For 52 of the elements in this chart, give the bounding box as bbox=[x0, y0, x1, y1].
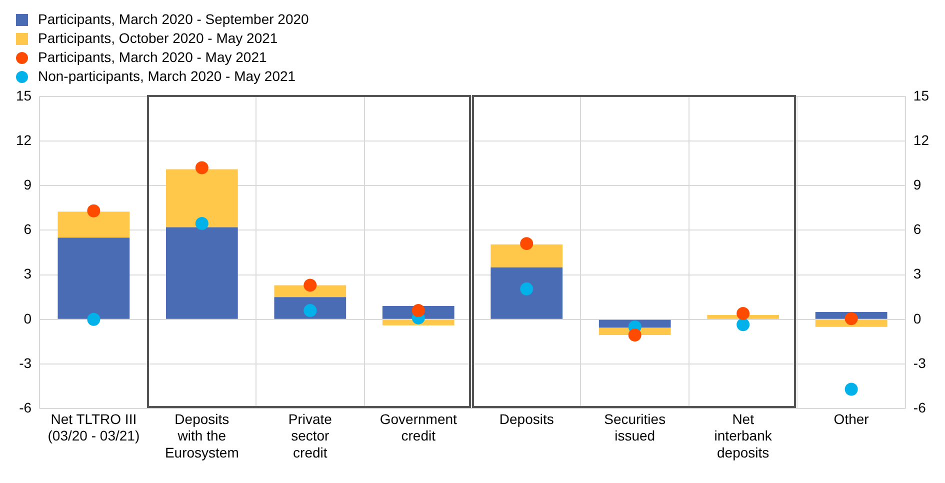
y-tick-label: 0 bbox=[24, 310, 32, 326]
y-tick-label: 9 bbox=[24, 176, 32, 192]
y2-tick-label: 6 bbox=[913, 221, 922, 238]
y-tick-label: 3 bbox=[24, 266, 32, 282]
bar bbox=[490, 267, 563, 319]
point bbox=[736, 306, 750, 320]
point bbox=[195, 161, 208, 174]
y-tick-label: 15 bbox=[16, 87, 32, 104]
bar bbox=[490, 244, 563, 268]
x-tick-label: Net interbank deposits bbox=[714, 410, 773, 460]
point bbox=[628, 328, 642, 342]
point bbox=[195, 217, 208, 230]
x-tick-label: Other bbox=[834, 410, 870, 427]
point bbox=[87, 312, 100, 326]
bar bbox=[58, 238, 130, 319]
point bbox=[87, 204, 100, 218]
point bbox=[304, 304, 317, 317]
y2-tick-label: 15 bbox=[913, 87, 930, 104]
y2-tick-label: 9 bbox=[913, 176, 922, 192]
y2-tick-label: 0 bbox=[913, 310, 922, 326]
x-tick-label: Net TLTRO III (03/20 - 03/21) bbox=[48, 410, 140, 444]
y2-tick-label: 3 bbox=[913, 266, 922, 282]
point bbox=[304, 278, 317, 292]
x-tick-label: Deposits bbox=[499, 410, 554, 427]
point bbox=[844, 312, 858, 326]
bar bbox=[382, 320, 454, 326]
bar bbox=[274, 285, 346, 298]
y2-tick-label: 12 bbox=[913, 132, 930, 148]
y-tick-label: 12 bbox=[16, 132, 32, 148]
point bbox=[520, 237, 534, 250]
legend-label: Participants, March 2020 - May 2021 bbox=[38, 48, 267, 67]
legend-label: Participants, March 2020 - September 2020 bbox=[38, 10, 309, 29]
y-tick-label: -6 bbox=[19, 399, 32, 416]
y2-tick-label: -3 bbox=[913, 354, 926, 371]
point bbox=[412, 304, 425, 317]
y-tick-label: -3 bbox=[19, 354, 32, 371]
x-tick-label: Private sector credit bbox=[288, 410, 332, 460]
legend-label: Non-participants, March 2020 - May 2021 bbox=[38, 67, 296, 86]
bar bbox=[166, 169, 238, 228]
bar bbox=[58, 212, 130, 238]
legend-label: Participants, October 2020 - May 2021 bbox=[38, 29, 278, 48]
x-tick-label: Government credit bbox=[380, 410, 458, 444]
point bbox=[844, 382, 858, 396]
point bbox=[736, 318, 750, 332]
y2-tick-label: -6 bbox=[913, 399, 926, 416]
x-tick-label: Deposits with the Eurosystem bbox=[164, 410, 239, 460]
point bbox=[520, 282, 534, 296]
y-tick-label: 6 bbox=[24, 221, 32, 238]
bar bbox=[815, 320, 888, 327]
x-tick-label: Securities issued bbox=[604, 410, 666, 444]
bar bbox=[166, 227, 238, 319]
bar bbox=[274, 297, 346, 319]
